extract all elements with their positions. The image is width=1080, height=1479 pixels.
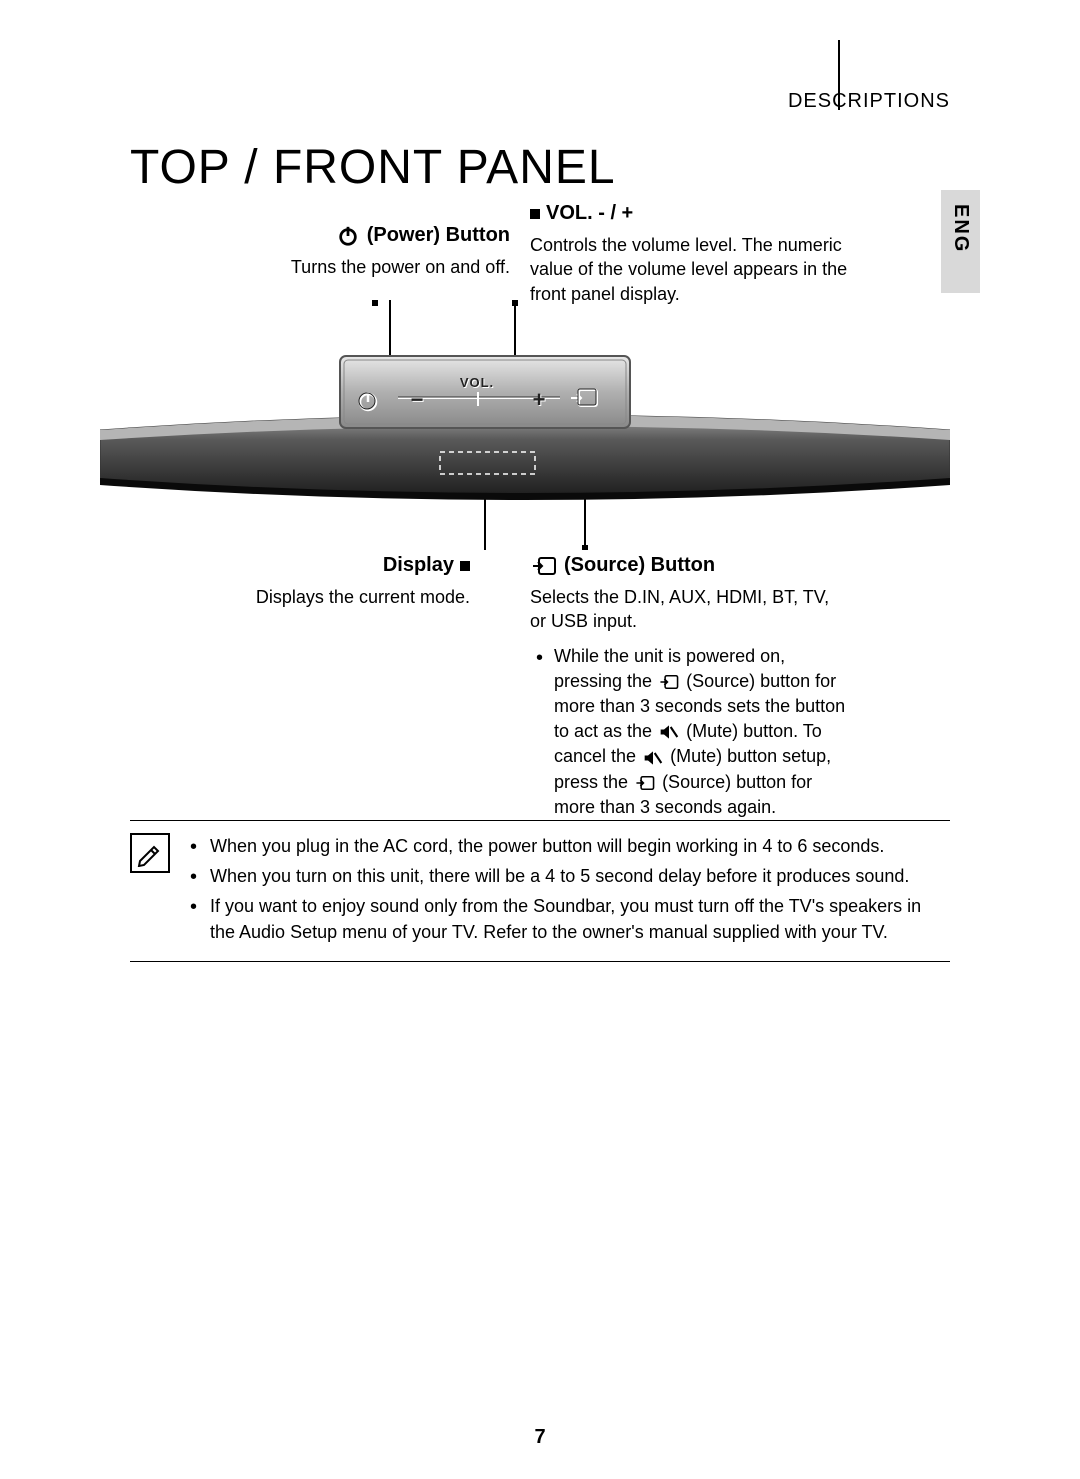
notes-list: When you plug in the AC cord, the power … (190, 833, 950, 949)
callout-source: (Source) Button Selects the D.IN, AUX, H… (530, 552, 850, 820)
source-heading: (Source) Button (564, 552, 715, 579)
display-desc: Displays the current mode. (250, 585, 470, 609)
source-bullet: While the unit is powered on, pressing t… (530, 644, 850, 820)
bullet-square-icon (460, 561, 470, 571)
bullet-square-icon (530, 209, 540, 219)
power-heading: (Power) Button (367, 222, 510, 249)
page-number: 7 (0, 1426, 1080, 1449)
power-desc: Turns the power on and off. (250, 255, 510, 279)
power-icon (337, 225, 359, 247)
manual-page: DESCRIPTIONS ENG TOP / FRONT PANEL (Powe… (0, 0, 1080, 1479)
device-diagram: − − VOL. VOL. + + (100, 300, 950, 550)
divider (130, 961, 950, 962)
display-heading: Display (383, 552, 454, 579)
notes-section: When you plug in the AC cord, the power … (130, 820, 950, 962)
mute-icon (643, 749, 663, 767)
note-item: When you turn on this unit, there will b… (190, 863, 950, 889)
vol-desc: Controls the volume level. The numeric v… (530, 233, 850, 306)
source-desc: Selects the D.IN, AUX, HDMI, BT, TV, or … (530, 585, 850, 634)
language-tab: ENG (941, 190, 980, 293)
source-icon (635, 776, 655, 790)
mute-icon (659, 723, 679, 741)
callout-volume: VOL. - / + Controls the volume level. Th… (530, 200, 850, 306)
callout-power: (Power) Button Turns the power on and of… (250, 222, 510, 279)
note-item: When you plug in the AC cord, the power … (190, 833, 950, 859)
svg-text:−: − (411, 387, 424, 412)
source-icon (532, 557, 556, 575)
vol-heading: VOL. - / + (546, 200, 633, 227)
source-icon (659, 675, 679, 689)
svg-text:VOL.: VOL. (460, 375, 494, 390)
note-item: If you want to enjoy sound only from the… (190, 893, 950, 945)
page-title: TOP / FRONT PANEL (130, 140, 616, 195)
svg-text:+: + (533, 387, 546, 412)
section-header: DESCRIPTIONS (788, 90, 950, 113)
note-icon (130, 833, 170, 873)
callout-display: Display Displays the current mode. (250, 552, 470, 609)
